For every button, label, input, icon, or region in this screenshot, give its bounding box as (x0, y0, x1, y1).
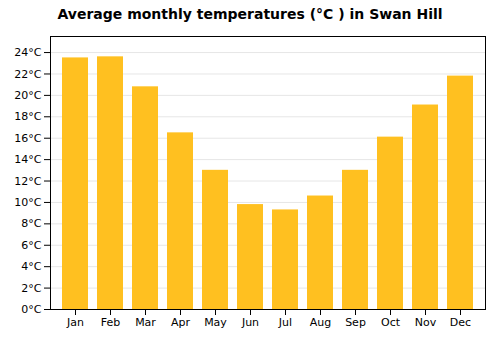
svg-text:May: May (204, 316, 227, 329)
svg-text:6°C: 6°C (21, 239, 41, 252)
svg-text:Oct: Oct (381, 316, 401, 329)
svg-text:4°C: 4°C (21, 260, 41, 273)
svg-text:0°C: 0°C (21, 303, 41, 316)
svg-text:Apr: Apr (171, 316, 191, 329)
svg-text:20°C: 20°C (14, 89, 41, 102)
svg-text:10°C: 10°C (14, 196, 41, 209)
svg-text:Sep: Sep (345, 316, 366, 329)
svg-text:Dec: Dec (450, 316, 471, 329)
svg-text:Nov: Nov (415, 316, 437, 329)
svg-text:8°C: 8°C (21, 217, 41, 230)
svg-text:22°C: 22°C (14, 67, 41, 80)
svg-text:16°C: 16°C (14, 132, 41, 145)
html-text:Average monthly temperatures (: Average monthly temperatures (°C ) in Sw… (57, 6, 443, 22)
svg-text:Feb: Feb (101, 316, 120, 329)
svg-text:Aug: Aug (310, 316, 331, 329)
svg-text:18°C: 18°C (14, 110, 41, 123)
svg-text:Jun: Jun (241, 316, 259, 329)
svg-text:2°C: 2°C (21, 282, 41, 295)
svg-text:Jan: Jan (66, 316, 84, 329)
svg-text:Jul: Jul (278, 316, 292, 329)
svg-text:24°C: 24°C (14, 46, 41, 59)
svg-text:12°C: 12°C (14, 175, 41, 188)
svg-text:14°C: 14°C (14, 153, 41, 166)
svg-text:Mar: Mar (135, 316, 156, 329)
